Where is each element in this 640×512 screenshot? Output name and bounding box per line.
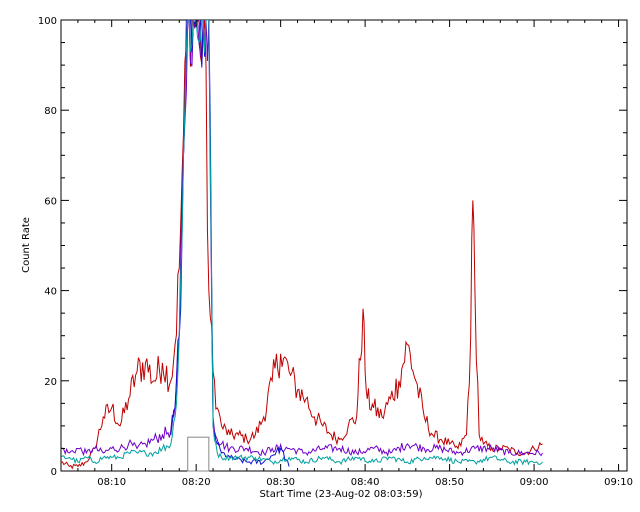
y-axis-title: Count Rate (21, 217, 32, 273)
y-tick-label: 40 (44, 287, 57, 298)
series-line-2 (170, 20, 290, 467)
y-tick-label: 80 (44, 106, 57, 117)
series-line-3 (61, 20, 543, 466)
x-tick-label: 08:10 (97, 477, 126, 488)
series-line-1 (61, 20, 543, 457)
x-tick-label: 08:50 (435, 477, 464, 488)
x-tick-label: 09:00 (520, 477, 549, 488)
y-tick-label: 20 (44, 377, 57, 388)
series-layer (61, 20, 543, 470)
x-axis: 08:10 08:20 08:30 08:40 08:50 09:00 09:10 (60, 20, 633, 488)
y-axis: 0 20 40 60 80 100 (38, 16, 627, 478)
x-axis-title: Start Time (23-Aug-02 08:03:59) (259, 489, 422, 500)
y-tick-label: 60 (44, 196, 57, 207)
x-tick-label: 08:40 (351, 477, 380, 488)
y-tick-label: 100 (38, 16, 57, 27)
background-interval-box (187, 436, 210, 472)
annotations (187, 436, 210, 472)
x-tick-label: 08:20 (182, 477, 211, 488)
y-tick-label: 0 (51, 467, 57, 478)
x-tick-label: 08:30 (266, 477, 295, 488)
x-tick-label: 09:10 (604, 477, 633, 488)
plot-frame (60, 19, 628, 472)
series-line-0 (61, 20, 543, 470)
